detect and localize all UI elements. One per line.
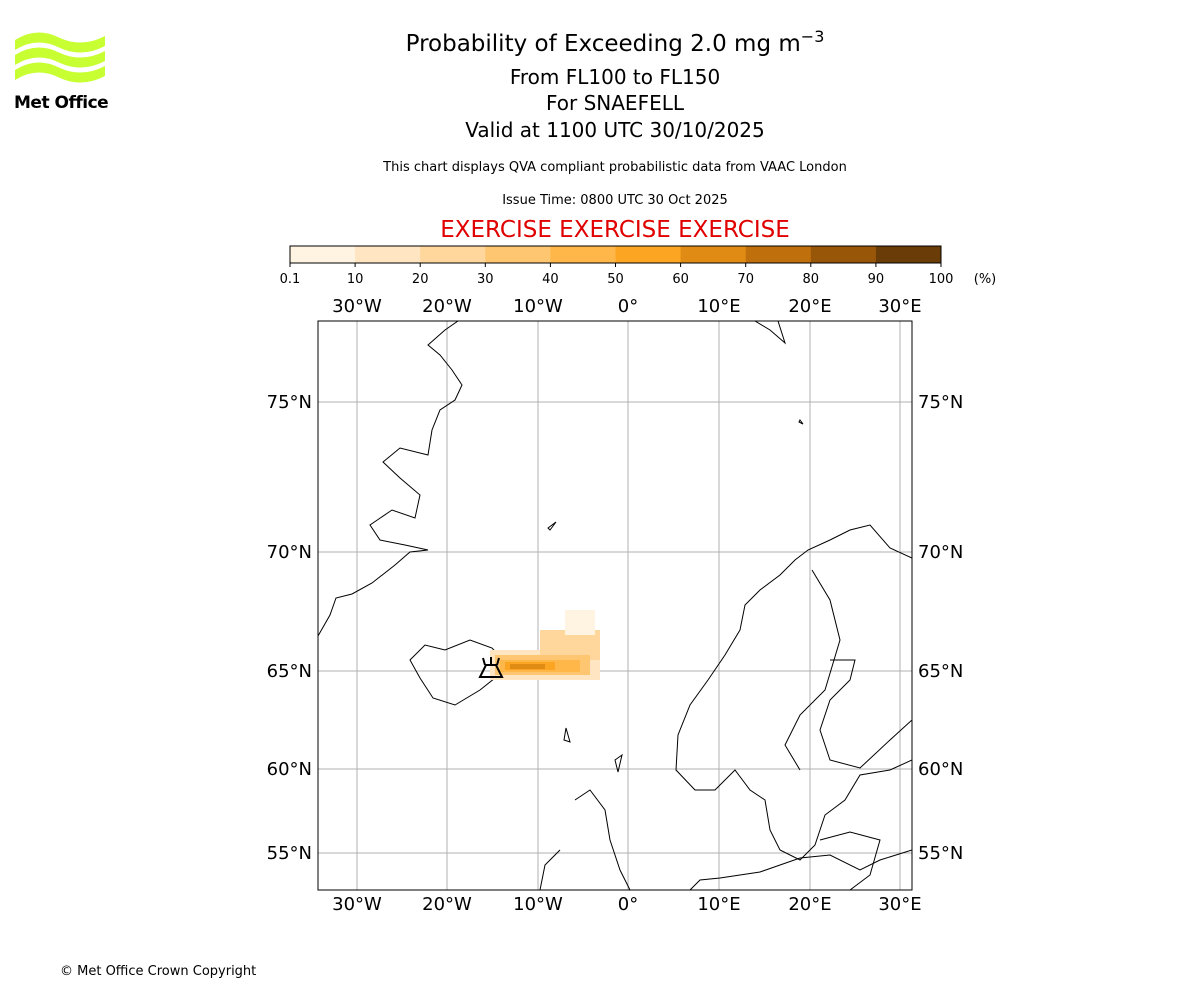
colorbar-unit: (%) bbox=[974, 272, 997, 287]
title-text: Probability of Exceeding 2.0 mg m bbox=[406, 31, 801, 57]
colorbar-segment bbox=[420, 246, 486, 263]
longitude-label: 30°E bbox=[878, 296, 921, 317]
colorbar-tick-label: 70 bbox=[737, 272, 754, 287]
colorbar-tick-label: 30 bbox=[477, 272, 494, 287]
colorbar-segment bbox=[745, 246, 812, 263]
colorbar-tick-label: 40 bbox=[542, 272, 559, 287]
copyright: © Met Office Crown Copyright bbox=[60, 964, 256, 979]
note: This chart displays QVA compliant probab… bbox=[382, 160, 847, 175]
colorbar-segment bbox=[550, 246, 616, 263]
longitude-label: 30°W bbox=[332, 894, 382, 915]
volcano-icon bbox=[478, 657, 504, 678]
colorbar-tick-label: 100 bbox=[929, 272, 954, 287]
longitude-label: 0° bbox=[618, 296, 638, 317]
level: From FL100 to FL150 bbox=[510, 65, 720, 89]
colorbar-tick-label: 80 bbox=[803, 272, 820, 287]
longitude-label: 10°E bbox=[697, 296, 740, 317]
colorbar-segment bbox=[810, 246, 877, 263]
colorbar-tick-label: 0.1 bbox=[280, 272, 301, 287]
colorbar-tick-label: 10 bbox=[347, 272, 364, 287]
longitude-label: 20°E bbox=[788, 296, 831, 317]
latitude-label: 70°N bbox=[267, 542, 312, 563]
logo: Met Office bbox=[14, 32, 109, 113]
coastlines bbox=[318, 321, 912, 890]
colorbar-segment bbox=[290, 246, 356, 263]
latitude-label: 70°N bbox=[918, 542, 963, 563]
longitude-label: 0° bbox=[618, 894, 638, 915]
longitude-label: 10°W bbox=[513, 296, 563, 317]
latitude-label: 75°N bbox=[918, 392, 963, 413]
colorbar-tick-label: 90 bbox=[868, 272, 885, 287]
longitude-label: 20°E bbox=[788, 894, 831, 915]
latitude-label: 65°N bbox=[918, 661, 963, 682]
longitude-label: 20°W bbox=[422, 296, 472, 317]
longitude-label: 10°E bbox=[697, 894, 740, 915]
longitude-label: 30°E bbox=[878, 894, 921, 915]
colorbar-segment bbox=[680, 246, 747, 263]
colorbar-segment bbox=[615, 246, 682, 263]
latitude-label: 55°N bbox=[267, 843, 312, 864]
longitude-label: 30°W bbox=[332, 296, 382, 317]
colorbar: 0.1 10 20 30 40 50 60 70 80 90 100 bbox=[280, 245, 954, 287]
exercise: EXERCISE EXERCISE EXERCISE bbox=[440, 217, 790, 243]
colorbar-tick-label: 50 bbox=[607, 272, 624, 287]
title-superscript: −3 bbox=[801, 27, 825, 46]
colorbar-segment bbox=[355, 246, 421, 263]
latitude-label: 60°N bbox=[918, 759, 963, 780]
logo-text: Met Office bbox=[14, 93, 108, 113]
volcano: For SNAEFELL bbox=[546, 91, 685, 115]
plume bbox=[490, 610, 600, 680]
colorbar-tick-label: 20 bbox=[412, 272, 429, 287]
colorbar-segment bbox=[485, 246, 551, 263]
longitude-label: 10°W bbox=[513, 894, 563, 915]
colorbar-segment bbox=[875, 246, 942, 263]
valid-time: Valid at 1100 UTC 30/10/2025 bbox=[465, 118, 765, 142]
latitude-label: 75°N bbox=[267, 392, 312, 413]
issue-time: Issue Time: 0800 UTC 30 Oct 2025 bbox=[502, 193, 728, 208]
longitude-label: 20°W bbox=[422, 894, 472, 915]
colorbar-tick-label: 60 bbox=[672, 272, 689, 287]
latitude-label: 65°N bbox=[267, 661, 312, 682]
map: 30°W 30°W 20°W 20°W 10°W 10°W 0° 0° 10°E 10°E 20°E… bbox=[267, 296, 964, 915]
latitude-label: 55°N bbox=[918, 843, 963, 864]
title: Probability of Exceeding 2.0 mg m−3 bbox=[406, 27, 825, 57]
latitude-label: 60°N bbox=[267, 759, 312, 780]
map-frame bbox=[317, 320, 913, 891]
